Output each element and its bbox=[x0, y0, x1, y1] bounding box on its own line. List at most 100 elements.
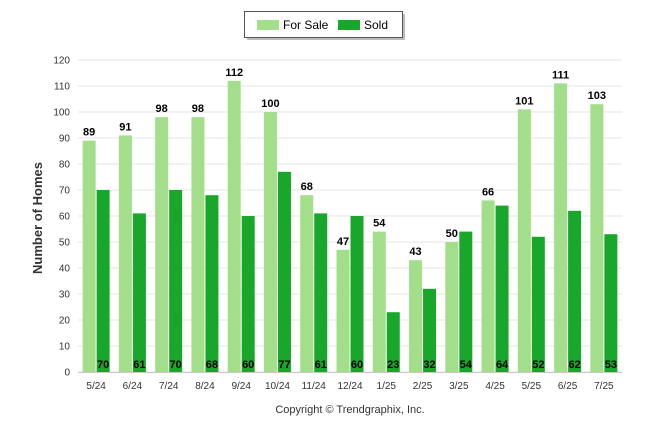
y-tick-label: 100 bbox=[53, 108, 70, 119]
bar-for-sale bbox=[481, 200, 495, 372]
x-tick-label: 3/25 bbox=[449, 381, 469, 392]
copyright-credit: Copyright © Trendgraphix, Inc. bbox=[275, 404, 424, 416]
y-tick-label: 110 bbox=[54, 82, 70, 93]
bar-for-sale bbox=[554, 83, 568, 373]
y-axis-label: Number of Homes bbox=[30, 162, 45, 274]
bar-for-sale bbox=[590, 104, 604, 372]
bar-sold bbox=[386, 312, 400, 372]
data-label-sold: 52 bbox=[532, 359, 544, 371]
data-label-sold: 53 bbox=[605, 359, 617, 371]
data-label-sold: 61 bbox=[315, 359, 327, 371]
bar-for-sale bbox=[336, 249, 350, 372]
y-tick-label: 30 bbox=[59, 290, 71, 301]
bar-for-sale bbox=[263, 112, 277, 372]
x-tick-label: 7/24 bbox=[159, 381, 179, 392]
gridlines bbox=[78, 59, 622, 373]
data-label-sold: 62 bbox=[568, 359, 580, 371]
bar-for-sale bbox=[300, 195, 314, 372]
data-label-for-sale: 66 bbox=[482, 186, 494, 198]
bar-for-sale bbox=[517, 109, 531, 373]
data-label-for-sale: 101 bbox=[515, 95, 533, 107]
x-tick-label: 12/24 bbox=[337, 381, 362, 392]
x-tick-label: 6/25 bbox=[558, 381, 578, 392]
data-label-for-sale: 100 bbox=[261, 98, 279, 110]
bar-for-sale bbox=[191, 117, 205, 372]
bar-sold bbox=[604, 234, 618, 372]
data-label-sold: 77 bbox=[278, 359, 290, 371]
data-label-sold: 68 bbox=[206, 359, 218, 371]
data-label-for-sale: 50 bbox=[446, 228, 458, 240]
data-label-sold: 60 bbox=[351, 359, 363, 371]
data-label-for-sale: 47 bbox=[337, 236, 349, 248]
x-tick-label: 5/24 bbox=[86, 381, 106, 392]
bar-sold bbox=[459, 231, 473, 372]
y-tick-label: 90 bbox=[59, 134, 71, 145]
bar-sold bbox=[169, 190, 183, 372]
data-label-sold: 70 bbox=[170, 359, 182, 371]
data-label-for-sale: 91 bbox=[119, 121, 131, 133]
bar-for-sale bbox=[372, 231, 386, 372]
data-label-for-sale: 43 bbox=[409, 246, 421, 258]
bar-sold bbox=[132, 213, 146, 372]
data-label-sold: 61 bbox=[133, 359, 145, 371]
x-tick-label: 7/25 bbox=[594, 381, 614, 392]
x-tick-label: 4/25 bbox=[485, 381, 505, 392]
x-tick-label: 2/25 bbox=[413, 381, 433, 392]
bar-sold bbox=[277, 171, 291, 372]
data-label-for-sale: 54 bbox=[373, 218, 386, 230]
data-label-for-sale: 103 bbox=[588, 90, 606, 102]
data-label-for-sale: 111 bbox=[552, 69, 569, 81]
bar-sold bbox=[531, 236, 545, 372]
data-label-for-sale: 68 bbox=[301, 181, 313, 193]
bar-sold bbox=[314, 213, 328, 372]
y-tick-labels: 0 10 20 30 40 50 60 70 80 90 100 110 120 bbox=[53, 56, 70, 379]
x-tick-label: 9/24 bbox=[231, 381, 251, 392]
data-label-for-sale: 98 bbox=[192, 103, 204, 115]
legend-swatch bbox=[338, 20, 360, 30]
bar-for-sale bbox=[227, 80, 241, 373]
y-tick-label: 60 bbox=[59, 212, 71, 223]
data-label-sold: 60 bbox=[242, 359, 254, 371]
x-tick-label: 11/24 bbox=[302, 381, 327, 392]
x-tick-label: 8/24 bbox=[195, 381, 215, 392]
data-label-sold: 54 bbox=[460, 359, 473, 371]
y-tick-label: 20 bbox=[59, 316, 71, 327]
x-tick-label: 5/25 bbox=[522, 381, 542, 392]
bar-sold bbox=[423, 288, 437, 372]
legend: For Sale Sold bbox=[244, 11, 405, 40]
bar-for-sale bbox=[82, 140, 96, 372]
data-label-sold: 23 bbox=[387, 359, 399, 371]
bar-sold bbox=[241, 216, 255, 372]
bar-sold bbox=[568, 210, 582, 372]
y-tick-label: 70 bbox=[59, 186, 71, 197]
y-tick-label: 10 bbox=[59, 342, 71, 353]
data-label-sold: 70 bbox=[97, 359, 109, 371]
bar-for-sale bbox=[409, 260, 423, 372]
bars bbox=[82, 80, 618, 373]
bar-sold bbox=[205, 195, 219, 372]
legend-swatch bbox=[257, 20, 279, 30]
y-tick-label: 120 bbox=[53, 56, 70, 67]
legend-label: Sold bbox=[364, 18, 388, 32]
y-tick-label: 0 bbox=[64, 368, 70, 379]
x-tick-label: 10/24 bbox=[265, 381, 290, 392]
x-tick-labels: 5/24 6/24 7/24 8/24 9/24 10/24 11/24 12/24 1/25 2… bbox=[86, 381, 614, 392]
x-tick-label: 6/24 bbox=[123, 381, 143, 392]
data-label-for-sale: 112 bbox=[225, 67, 243, 79]
y-tick-label: 50 bbox=[59, 238, 71, 249]
y-tick-label: 80 bbox=[59, 160, 71, 171]
data-label-sold: 32 bbox=[423, 359, 435, 371]
data-label-for-sale: 89 bbox=[83, 127, 95, 139]
data-label-sold: 64 bbox=[496, 359, 509, 371]
legend-label: For Sale bbox=[283, 18, 329, 32]
x-tick-label: 1/25 bbox=[377, 381, 397, 392]
data-label-for-sale: 98 bbox=[156, 103, 168, 115]
bar-sold bbox=[350, 216, 364, 372]
y-tick-label: 40 bbox=[59, 264, 71, 275]
data-labels: 89 70 91 61 98 70 98 68 112 60 100 77 68 61 47 60 54 23 43… bbox=[83, 67, 617, 371]
bar-for-sale bbox=[155, 117, 169, 372]
bar-for-sale bbox=[445, 242, 459, 372]
bar-for-sale bbox=[118, 135, 132, 372]
bar-sold bbox=[96, 190, 110, 372]
